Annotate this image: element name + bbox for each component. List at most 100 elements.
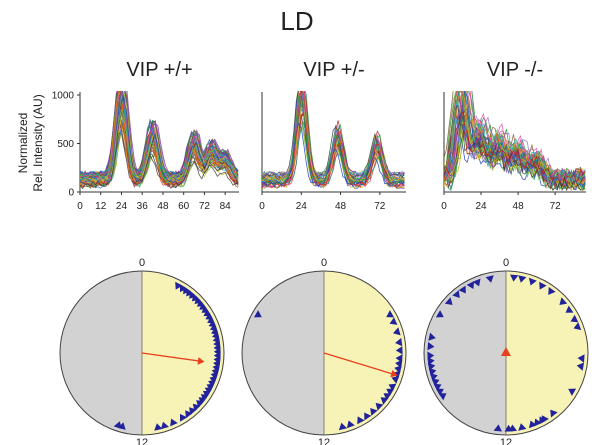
cell-trace xyxy=(444,109,586,183)
phase-marker xyxy=(472,278,481,287)
panel-title: VIP +/+ xyxy=(126,59,192,81)
phase-marker xyxy=(510,274,519,282)
panel-title: VIP -/- xyxy=(487,59,543,81)
phase-marker xyxy=(570,314,579,323)
phase-marker xyxy=(346,420,355,429)
polar-plot-1: 0 12 xyxy=(59,257,225,445)
phase-marker xyxy=(338,422,348,431)
cell-trace xyxy=(444,104,586,190)
phase-marker xyxy=(186,288,194,297)
phase-marker xyxy=(427,342,435,351)
x-tick-label: 0 xyxy=(441,201,447,212)
phase-marker xyxy=(539,281,547,290)
polar-top-label: 0 xyxy=(321,257,327,269)
phase-marker xyxy=(389,317,398,325)
phase-marker xyxy=(386,310,395,318)
x-tick-label: 24 xyxy=(116,201,128,212)
phase-marker xyxy=(528,420,537,429)
phase-polar-plots: 0 12 0 12 0 12 xyxy=(59,257,589,445)
x-tick-label: 36 xyxy=(137,201,149,212)
night-half xyxy=(424,271,506,435)
x-tick-label: 72 xyxy=(374,201,386,212)
x-tick-label: 48 xyxy=(157,201,169,212)
mean-vector xyxy=(323,352,395,376)
y-tick-label: 0 xyxy=(68,188,74,199)
figure-title: LD xyxy=(280,6,313,36)
phase-marker xyxy=(444,297,453,305)
phase-marker xyxy=(154,423,163,431)
phase-marker xyxy=(568,388,577,396)
phase-marker xyxy=(395,346,403,355)
x-tick-label: 60 xyxy=(178,201,190,212)
y-axis-label-line1: Normalized xyxy=(16,113,30,174)
y-tick-label: 500 xyxy=(57,139,74,150)
phase-marker xyxy=(493,424,502,432)
phase-marker xyxy=(466,281,475,289)
cell-traces xyxy=(262,91,405,190)
phase-marker xyxy=(380,397,389,405)
phase-marker xyxy=(504,424,513,432)
phase-marker xyxy=(370,408,378,416)
cell-trace xyxy=(444,121,586,187)
phase-marker xyxy=(548,287,556,295)
phase-marker xyxy=(534,418,542,427)
cell-trace xyxy=(80,132,239,190)
polar-plot-2: 0 12 xyxy=(241,257,407,445)
cell-trace xyxy=(444,91,586,184)
cell-trace xyxy=(80,91,239,186)
phase-marker xyxy=(170,418,178,427)
cell-trace xyxy=(444,91,586,182)
mean-vector-head xyxy=(390,369,398,378)
phase-marker xyxy=(485,275,494,283)
phase-marker xyxy=(175,281,183,290)
phase-marker xyxy=(433,383,442,392)
phase-marker xyxy=(528,277,537,286)
phase-marker xyxy=(559,297,568,305)
phase-marker xyxy=(388,383,397,392)
polar-top-label: 0 xyxy=(139,257,145,269)
phase-marker xyxy=(518,275,527,283)
phase-marker xyxy=(113,421,122,429)
cell-traces xyxy=(444,91,586,192)
phase-marker xyxy=(435,310,444,318)
polar-top-label: 0 xyxy=(503,257,509,269)
phase-marker xyxy=(518,423,527,431)
day-half xyxy=(142,271,224,435)
cell-trace xyxy=(444,113,586,185)
mean-vector-head xyxy=(501,347,511,356)
cell-trace xyxy=(262,95,405,185)
phase-marker xyxy=(375,402,384,411)
phase-marker xyxy=(427,357,435,366)
mean-vector xyxy=(141,352,202,362)
phase-marker xyxy=(383,393,392,401)
polar-plot-3: 0 12 xyxy=(423,257,589,445)
panel-title: VIP +/- xyxy=(303,59,364,81)
mean-vector-head xyxy=(197,357,205,365)
polar-bottom-label: 12 xyxy=(500,437,512,445)
phase-marker xyxy=(565,305,574,313)
cell-trace xyxy=(80,108,239,179)
polar-bottom-label: 12 xyxy=(318,437,330,445)
trace-panels: VIP +/+ 0 500 1000 0 12 24 36 48 60 72 84 VIP +/- 0 24… xyxy=(52,59,586,212)
phase-marker xyxy=(395,337,403,347)
phase-marker xyxy=(452,290,460,298)
cell-traces xyxy=(80,91,239,190)
x-tick-label: 24 xyxy=(296,201,308,212)
x-tick-label: 48 xyxy=(513,201,525,212)
x-tick-label: 48 xyxy=(335,201,347,212)
x-tick-label: 12 xyxy=(95,201,107,212)
phase-marker xyxy=(458,285,466,294)
phase-marker xyxy=(180,413,188,422)
x-tick-label: 0 xyxy=(77,201,83,212)
phase-marker xyxy=(550,409,558,418)
phase-marker xyxy=(209,375,218,384)
phase-marker xyxy=(198,397,207,405)
phase-marker xyxy=(393,327,401,336)
phase-marker xyxy=(428,332,436,341)
x-tick-label: 72 xyxy=(199,201,211,212)
x-tick-label: 84 xyxy=(220,201,232,212)
night-half xyxy=(60,271,142,435)
phase-marker xyxy=(577,354,585,363)
cell-trace xyxy=(444,111,586,184)
phase-marker xyxy=(573,322,582,331)
